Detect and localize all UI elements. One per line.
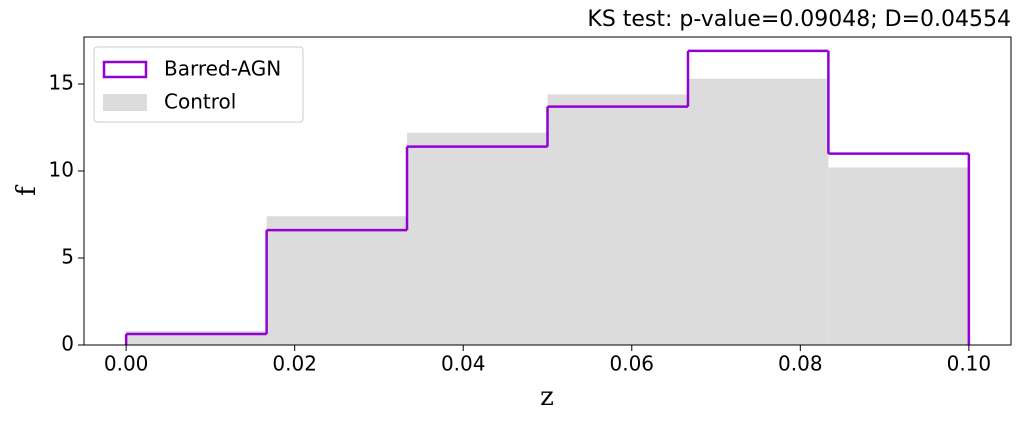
histogram-bar — [266, 216, 408, 345]
x-axis-label: z — [540, 382, 554, 412]
x-tick-label: 0.00 — [104, 352, 149, 376]
chart-title: KS test: p-value=0.09048; D=0.04554 — [587, 7, 1011, 32]
y-tick-label: 15 — [49, 70, 74, 94]
x-tick-label: 0.08 — [778, 352, 823, 376]
histogram-bar — [828, 167, 969, 345]
histogram-bar — [407, 132, 548, 345]
x-tick-label: 0.04 — [441, 352, 486, 376]
histogram-bar — [687, 78, 829, 346]
x-tick-label: 0.10 — [947, 352, 992, 376]
legend-swatch — [103, 94, 147, 111]
y-tick-label: 10 — [49, 157, 74, 181]
y-axis-label: f — [12, 184, 42, 196]
plot-frame — [83, 36, 1012, 346]
legend-label: Control — [164, 90, 236, 114]
y-tick-label: 5 — [61, 244, 74, 268]
x-tick-label: 0.02 — [272, 352, 317, 376]
y-tick-label: 0 — [61, 332, 74, 356]
legend-swatch — [102, 60, 148, 79]
x-tick-label: 0.06 — [610, 352, 655, 376]
legend-label: Barred-AGN — [164, 57, 281, 81]
histogram-bar — [547, 94, 688, 345]
legend: Barred-AGN Control — [93, 46, 304, 123]
